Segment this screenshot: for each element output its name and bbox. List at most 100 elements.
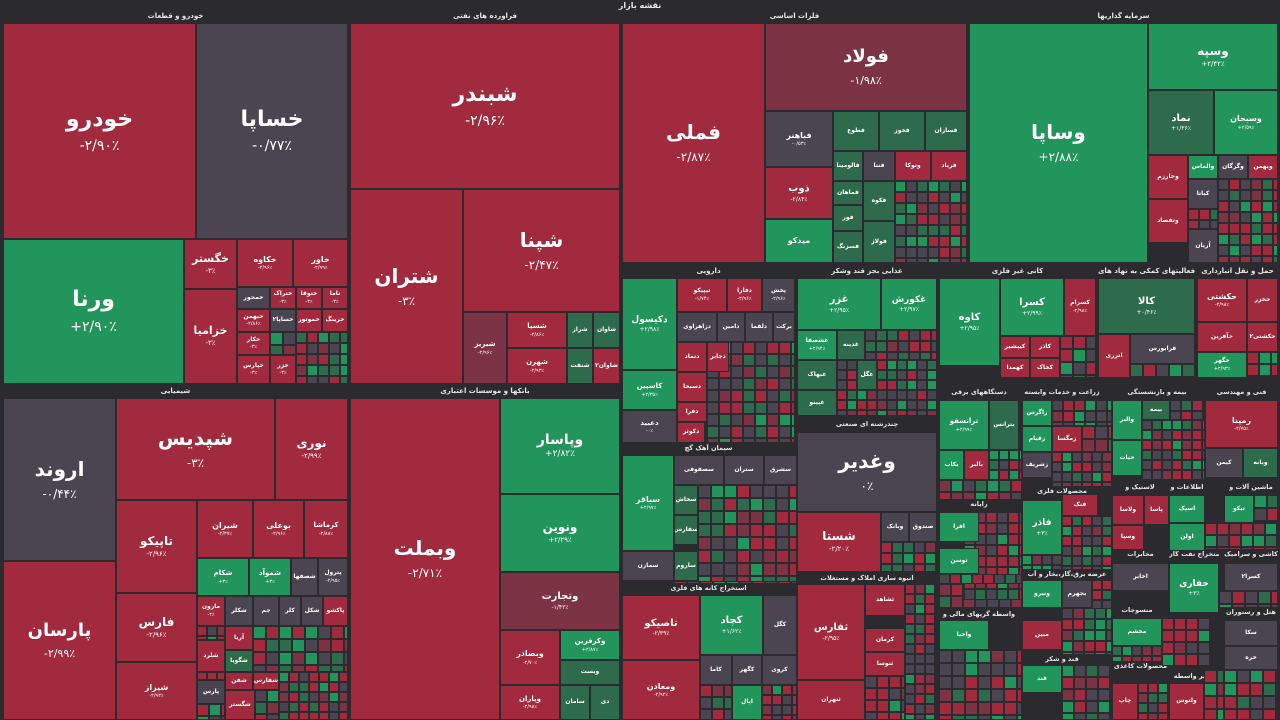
stock-tile-asbak[interactable]: اسپک bbox=[1169, 495, 1205, 523]
stock-tile-khodro[interactable]: خودرو -۲/۹۰٪ bbox=[3, 23, 196, 239]
stock-tile-btamin[interactable]: بترانس bbox=[989, 400, 1019, 450]
stock-tile-vnovin[interactable]: ونوین +۲/۲۹٪ bbox=[500, 494, 620, 572]
stock-tile-ghmino[interactable]: غپینو bbox=[797, 390, 837, 416]
stock-tile-dami[interactable]: دامین bbox=[717, 312, 745, 342]
stock-tile-jam[interactable]: جم bbox=[253, 596, 279, 626]
stock-tile-ramin[interactable]: رمپنا -۲/۷۵٪ bbox=[1205, 400, 1278, 448]
stock-tile-hgoor[interactable]: حگهر +۲/۹۳٪ bbox=[1197, 352, 1247, 378]
stock-tile-fameli[interactable]: فملی -۲/۸۷٪ bbox=[622, 23, 765, 263]
stock-tile-sheshahran[interactable]: شهرن -۲/۹۳٪ bbox=[507, 348, 567, 384]
stock-tile-khmotor[interactable]: خموتور bbox=[296, 309, 322, 332]
stock-tile-hakarn[interactable]: حآفرین bbox=[1197, 322, 1247, 352]
stock-tile-kaspin[interactable]: کاسپین +۲/۳۵٪ bbox=[622, 370, 677, 410]
stock-tile-sekola[interactable]: سکا bbox=[1224, 620, 1278, 646]
stock-tile-abal[interactable]: اپال bbox=[732, 685, 762, 720]
stock-tile-vtejarat[interactable]: وتجارت -۱/۴۲٪ bbox=[500, 572, 620, 630]
stock-tile-thafars[interactable]: ثفارس -۲/۹۵٪ bbox=[797, 584, 865, 680]
stock-tile-khsapa[interactable]: خساپا -۰/۷۷٪ bbox=[196, 23, 348, 239]
stock-tile-thnoosa[interactable]: ثنوسا bbox=[865, 652, 905, 676]
stock-tile-shaval[interactable]: شاوان bbox=[593, 312, 620, 348]
stock-tile-kasra[interactable]: کسرا +۲/۹۹٪ bbox=[1000, 278, 1064, 336]
stock-tile-dzaher[interactable]: دزاهراوی bbox=[677, 312, 717, 342]
stock-tile-mehtam[interactable]: مخشم bbox=[1112, 618, 1162, 646]
stock-tile-shegoya[interactable]: شگویا bbox=[225, 650, 253, 672]
stock-tile-ghgol[interactable]: غگل bbox=[857, 360, 877, 390]
stock-tile-vparan[interactable]: وپاران -۲/۹۸٪ bbox=[500, 685, 560, 720]
stock-tile-dlqma[interactable]: دلقما bbox=[745, 312, 773, 342]
stock-tile-arian[interactable]: آریان bbox=[1188, 229, 1218, 263]
stock-tile-bniro[interactable]: بالبر bbox=[964, 450, 989, 480]
stock-tile-fkhooz[interactable]: فخوز bbox=[879, 111, 925, 151]
stock-tile-kima[interactable]: کیاتا bbox=[1188, 179, 1218, 209]
stock-tile-khgostar[interactable]: خگستر -۳٪ bbox=[184, 239, 237, 289]
stock-tile-kherreh[interactable]: خره bbox=[1224, 646, 1278, 670]
stock-tile-shekl[interactable]: شکل bbox=[301, 596, 323, 626]
stock-tile-nama[interactable]: ناما -۳٪ bbox=[322, 287, 348, 309]
stock-tile-tasiko[interactable]: تاصیکو -۲/۳۹٪ bbox=[622, 595, 700, 660]
stock-tile-khmehvar[interactable]: خمحور bbox=[237, 287, 270, 309]
stock-tile-kala[interactable]: کالا +۰/۴۶٪ bbox=[1098, 278, 1195, 334]
stock-tile-khkaveh[interactable]: خکاوه -۲/۹۶٪ bbox=[237, 239, 293, 287]
stock-tile-kgohar[interactable]: کگهر bbox=[732, 655, 762, 685]
stock-tile-bkab[interactable]: بکاب bbox=[939, 450, 964, 480]
stock-tile-shepna[interactable]: شپنا -۲/۴۷٪ bbox=[463, 189, 620, 312]
stock-tile-foolad[interactable]: فولاد -۱/۹۸٪ bbox=[765, 23, 967, 111]
stock-tile-vsezna[interactable]: حیات bbox=[1112, 440, 1142, 476]
stock-tile-dabid[interactable]: دعبید -۰٪ bbox=[622, 410, 677, 443]
stock-tile-ftoolo[interactable]: فطوع bbox=[833, 111, 879, 151]
stock-tile-sasoya[interactable]: ساروم bbox=[674, 551, 698, 581]
stock-tile-khbahman[interactable]: خبهمن -۲/۸۶٪ bbox=[237, 309, 270, 332]
stock-tile-shemvad[interactable]: شموآد +۳٪ bbox=[249, 558, 291, 596]
stock-tile-pasha[interactable]: پاسا bbox=[1144, 495, 1169, 525]
stock-tile-hkhaj[interactable]: حکشتی۲ bbox=[1247, 322, 1278, 352]
stock-tile-dey[interactable]: دی bbox=[590, 685, 620, 720]
stock-tile-ghand[interactable]: قند bbox=[1022, 665, 1062, 693]
stock-tile-bejahrom[interactable]: بجهرم bbox=[1062, 580, 1092, 608]
stock-tile-kasam[interactable]: کسرام -۲/۹۸٪ bbox=[1064, 278, 1096, 336]
stock-tile-kegol[interactable]: کگل bbox=[763, 595, 797, 655]
stock-tile-thshahed[interactable]: ثشاهد bbox=[865, 584, 905, 616]
stock-tile-shesna[interactable]: شسپا -۲/۸۶٪ bbox=[507, 312, 567, 348]
stock-tile-vkharazm[interactable]: وخارزم bbox=[1148, 155, 1188, 199]
stock-tile-fars[interactable]: فارس -۲/۹۶٪ bbox=[116, 593, 197, 662]
stock-tile-shenval[interactable]: شاوان۲ bbox=[593, 348, 620, 384]
stock-tile-shiran[interactable]: شیران -۲/۳۷٪ bbox=[197, 500, 253, 558]
stock-tile-parsi[interactable]: پارس bbox=[197, 680, 225, 704]
stock-tile-kermasha[interactable]: کرماشا -۲/۸۸٪ bbox=[304, 500, 348, 558]
stock-tile-vobarq[interactable]: ونیرو bbox=[1022, 580, 1062, 608]
stock-tile-hkhazar[interactable]: حخزر bbox=[1247, 278, 1278, 322]
stock-tile-sehasan[interactable]: سخاش bbox=[674, 485, 698, 515]
stock-tile-olun[interactable]: اولن bbox=[1169, 523, 1205, 551]
stock-tile-shesa[interactable]: شصفها bbox=[291, 558, 318, 596]
stock-tile-fanak[interactable]: فنک bbox=[1062, 494, 1098, 516]
stock-tile-shekam[interactable]: شکام +۳٪ bbox=[197, 558, 249, 596]
stock-tile-kkhak[interactable]: کخاک bbox=[1030, 358, 1060, 378]
stock-tile-khzar[interactable]: خزر -۳٪ bbox=[270, 355, 296, 384]
stock-tile-pakhsh[interactable]: پخش -۲/۹۶٪ bbox=[762, 278, 795, 312]
stock-tile-khtoga[interactable]: ختوقا -۳٪ bbox=[296, 287, 322, 309]
stock-tile-khkar[interactable]: حکار -۳٪ bbox=[237, 332, 270, 355]
stock-tile-vtahser[interactable]: وتفصاد bbox=[1148, 199, 1188, 243]
stock-tile-shiraz[interactable]: شیراز -۲/۹۳٪ bbox=[116, 662, 197, 720]
stock-tile-folomina[interactable]: فالومینا bbox=[833, 151, 863, 181]
stock-tile-vsandooq[interactable]: صندوق bbox=[909, 512, 937, 542]
stock-tile-sabagher[interactable]: سباقر +۲/۹۷٪ bbox=[622, 455, 674, 551]
stock-tile-haffari[interactable]: حفاری +۳٪ bbox=[1169, 563, 1219, 613]
stock-tile-vnkoka[interactable]: ونوکا bbox=[895, 151, 931, 181]
stock-tile-faza[interactable]: فاذر +۳٪ bbox=[1022, 500, 1062, 555]
stock-tile-vzagros[interactable]: والبر bbox=[1112, 400, 1142, 440]
stock-tile-vgorgan[interactable]: وگرگان bbox=[1218, 155, 1248, 179]
stock-tile-shetran[interactable]: شتران -۳٪ bbox=[350, 189, 463, 384]
stock-tile-zarta[interactable]: زاگرس bbox=[1022, 400, 1052, 426]
stock-tile-noori[interactable]: نوری -۲/۹۹٪ bbox=[275, 398, 348, 500]
stock-tile-ghbahak[interactable]: غبهاک bbox=[797, 360, 837, 390]
stock-tile-khtrak[interactable]: ختراک -۳٪ bbox=[270, 287, 296, 309]
stock-tile-anzari[interactable]: اترزی bbox=[1098, 334, 1130, 378]
stock-tile-vbmellat[interactable]: وبملت -۲/۷۱٪ bbox=[350, 398, 500, 720]
stock-tile-vbsader[interactable]: وبصادر -۲/۷۰٪ bbox=[500, 630, 560, 685]
stock-tile-zqeltash[interactable]: زقیام bbox=[1022, 426, 1052, 452]
stock-tile-valmas[interactable]: والماس bbox=[1188, 155, 1218, 179]
stock-tile-sefoofi[interactable]: سصفوفی bbox=[674, 455, 724, 485]
stock-tile-tosan[interactable]: توسن bbox=[939, 548, 979, 574]
stock-tile-kesra[interactable]: کسرا۲ bbox=[1224, 563, 1278, 591]
